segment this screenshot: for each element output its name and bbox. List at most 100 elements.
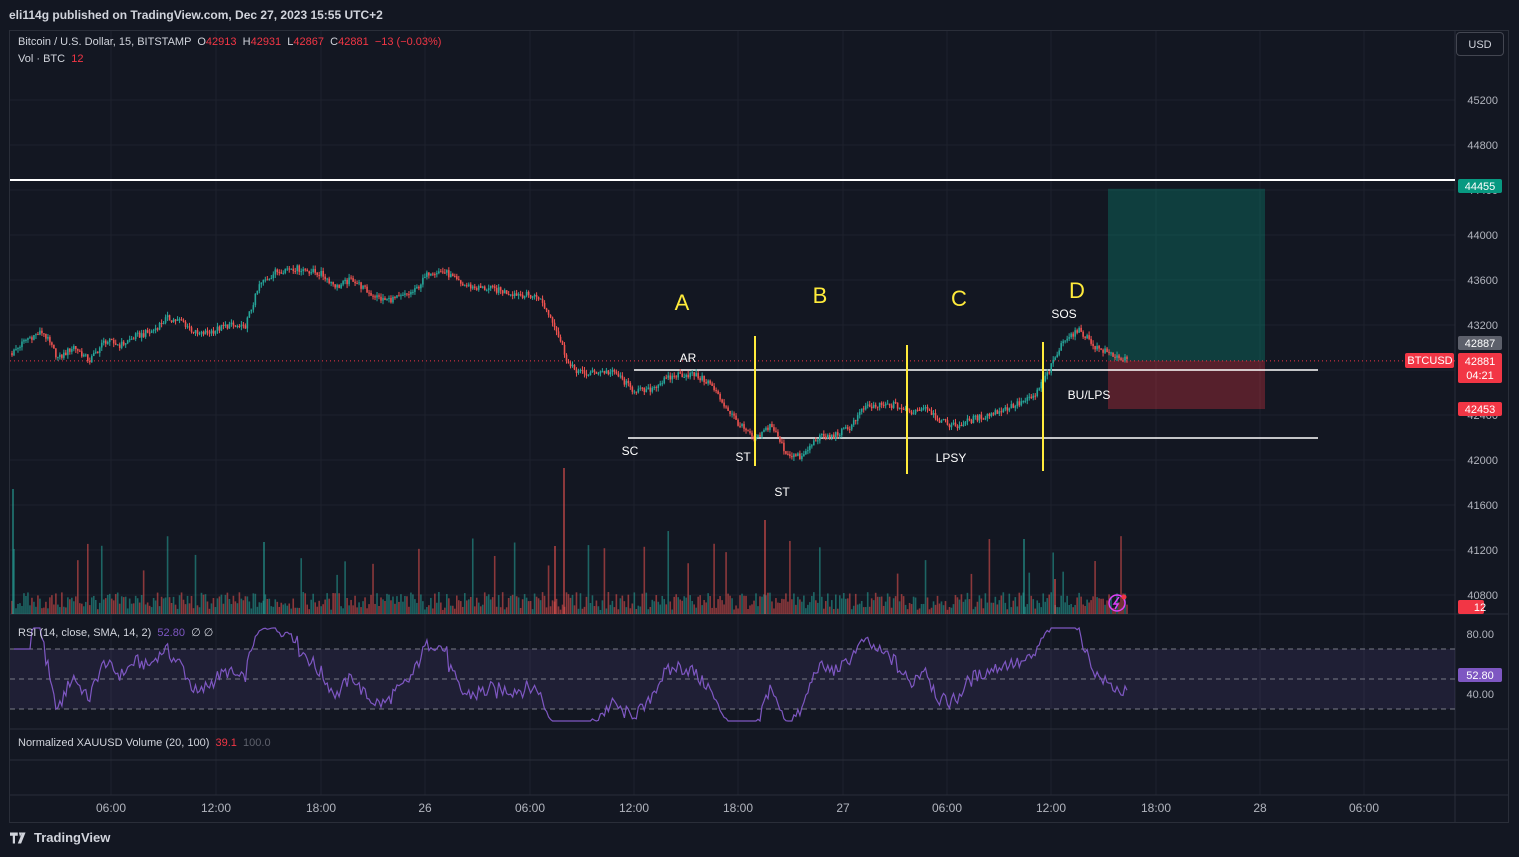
target-price-tag: 44455 — [1465, 181, 1496, 193]
volume-bar — [114, 594, 117, 614]
candle-body — [946, 420, 949, 425]
volume-bar — [138, 602, 141, 614]
volume-bar — [896, 573, 899, 614]
candle-body — [459, 280, 462, 284]
candle-body — [832, 434, 835, 439]
candle-body — [836, 432, 839, 436]
volume-bar — [595, 600, 598, 614]
volume-bar — [1002, 592, 1005, 614]
phase-label: A — [675, 290, 690, 315]
volume-bar — [1100, 598, 1102, 614]
volume-bar — [894, 596, 897, 614]
candle-body — [420, 284, 422, 289]
volume-bar — [128, 598, 131, 614]
chart-frame[interactable] — [9, 30, 1509, 823]
candle-body — [1086, 335, 1088, 339]
candle-body — [324, 276, 326, 280]
candle-body — [575, 369, 578, 373]
candle-body — [1074, 330, 1076, 337]
candle-body — [1066, 338, 1068, 341]
candle-body — [1118, 355, 1120, 359]
candle-body — [950, 424, 953, 428]
volume-bar — [771, 601, 773, 614]
volume-bar — [459, 601, 462, 614]
volume-bar — [575, 592, 578, 614]
candle-body — [326, 278, 328, 280]
volume-bar — [182, 599, 185, 614]
volume-bar — [352, 605, 354, 614]
volume-bar — [663, 599, 666, 614]
candle-body — [1060, 343, 1062, 351]
candle-body — [655, 387, 658, 389]
volume-bar — [242, 600, 245, 614]
candle-body — [495, 287, 498, 293]
volume-bar — [852, 605, 855, 614]
volume-bar — [902, 596, 905, 614]
candle-body — [757, 434, 759, 438]
volume-bar — [55, 593, 57, 614]
volume-bar — [65, 607, 67, 614]
volume-bar — [475, 597, 478, 614]
volume-bar — [757, 606, 759, 614]
volume-bar — [844, 598, 847, 614]
volume-bar — [342, 608, 344, 614]
volume-bar — [1030, 595, 1033, 614]
volume-bar — [212, 597, 215, 614]
volume-bar — [631, 603, 634, 614]
candle-body — [454, 276, 456, 278]
candle-body — [108, 338, 111, 343]
candle-body — [394, 297, 396, 299]
candle-body — [733, 413, 735, 416]
candle-body — [246, 317, 249, 329]
candle-body — [705, 382, 707, 384]
volume-bar — [886, 593, 889, 614]
candle-body — [691, 372, 693, 374]
volume-bar — [79, 603, 81, 614]
volume-bar — [916, 609, 919, 614]
candle-body — [192, 331, 195, 333]
volume-bar — [629, 608, 632, 614]
currency-button[interactable]: USD — [1456, 32, 1504, 56]
candle-body — [150, 330, 153, 333]
volume-bar — [569, 597, 572, 614]
volume-bar — [557, 606, 560, 614]
candle-body — [507, 294, 510, 296]
candle-body — [148, 332, 151, 334]
volume-bar — [236, 603, 239, 614]
candle-body — [471, 286, 474, 289]
volume-bar — [184, 604, 187, 614]
volume-bar — [878, 596, 881, 614]
volume-bar — [90, 597, 93, 614]
volume-bar — [769, 592, 771, 614]
norm-volume-max: 100.0 — [243, 737, 271, 749]
candle-body — [685, 374, 687, 377]
candle-body — [206, 330, 209, 333]
candle-body — [563, 344, 566, 355]
volume-bar — [1038, 602, 1041, 614]
candle-body — [803, 454, 805, 457]
volume-bar — [876, 596, 879, 614]
volume-bar — [653, 601, 656, 614]
candle-body — [456, 276, 458, 280]
volume-bar — [1064, 602, 1066, 614]
volume-bar — [489, 599, 492, 614]
candle-body — [252, 305, 255, 310]
volume-bar — [817, 602, 819, 614]
candle-body — [1090, 338, 1092, 344]
volume-bar — [725, 552, 727, 614]
candle-body — [1054, 357, 1056, 360]
candle-body — [874, 404, 877, 407]
candle-body — [77, 349, 79, 351]
candle-body — [238, 325, 241, 327]
volume-bar — [310, 599, 312, 614]
volume-bar — [471, 538, 474, 614]
volume-legend: Vol · BTC 12 — [18, 53, 83, 65]
candle-body — [846, 427, 849, 429]
volume-bar — [781, 598, 783, 614]
volume-bar — [689, 595, 691, 614]
time-tick-label: 28 — [1253, 801, 1267, 815]
volume-bar — [713, 543, 715, 614]
volume-bar — [308, 609, 311, 614]
candle-body — [647, 387, 650, 390]
